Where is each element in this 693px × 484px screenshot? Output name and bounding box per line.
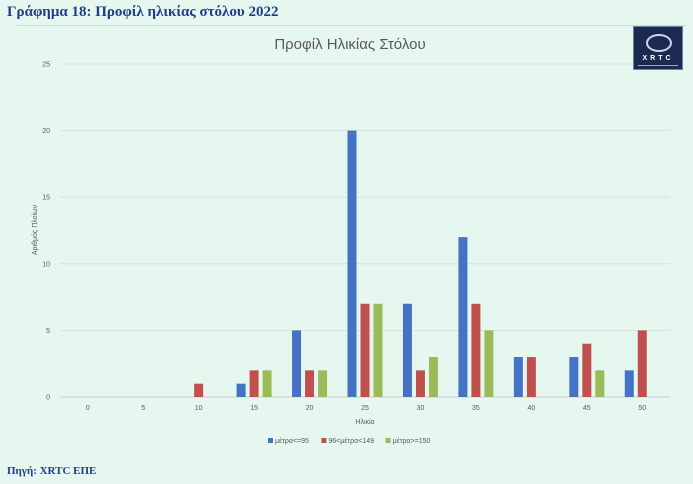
bar [292,330,302,397]
legend-swatch [385,438,391,443]
bar [236,383,246,397]
x-tick-label: 0 [86,405,90,412]
y-tick-label: 0 [46,395,50,402]
bar [249,370,259,397]
y-tick-label: 10 [42,261,50,268]
bar [624,370,634,397]
bar [484,330,494,397]
bar [471,303,481,397]
logo-text: XRTC [642,55,674,62]
legend-label: μέτρα>=150 [393,437,431,445]
x-tick-label: 5 [141,405,145,412]
legend-label: μέτρα<=95 [275,437,309,445]
x-tick-label: 15 [250,405,258,412]
y-tick-label: 5 [46,328,50,335]
x-axis-ticks: 0 5 10 15 20 25 30 35 40 45 50 [86,405,646,412]
y-tick-label: 20 [42,128,50,135]
bar [595,370,605,397]
x-tick-label: 25 [361,405,369,412]
x-tick-label: 10 [195,405,203,412]
y-axis-ticks: 0 5 10 15 20 25 [42,62,50,402]
bar [305,370,315,397]
legend-swatch [321,438,327,443]
bar [262,370,272,397]
bar [458,237,468,397]
bar [347,130,357,397]
bar [582,343,592,397]
bar [360,303,370,397]
x-tick-label: 45 [583,405,591,412]
xrtc-logo: XRTC [633,26,683,70]
bar [569,357,579,397]
logo-divider [638,65,678,66]
bar [428,357,438,397]
ship-emblem-icon [646,34,672,52]
x-tick-label: 50 [638,405,646,412]
legend: μέτρα<=95 96<μέτρα<149 μέτρα>=150 [268,437,431,445]
bar [194,383,204,397]
bar [373,303,383,397]
y-tick-label: 25 [42,62,50,69]
bar [318,370,328,397]
figure-title: Γράφημα 18: Προφίλ ηλικίας στόλου 2022 [7,4,279,20]
bar [526,357,536,397]
x-axis-label: Ηλικία [355,418,374,426]
x-tick-label: 30 [417,405,425,412]
y-axis-label: Αριθμός Πλοίων [31,204,39,255]
bar [513,357,523,397]
bar [637,330,647,397]
x-tick-label: 40 [527,405,535,412]
x-tick-label: 20 [306,405,314,412]
bars [194,130,647,397]
legend-label: 96<μέτρα<149 [328,437,374,445]
bar [415,370,425,397]
x-tick-label: 35 [472,405,480,412]
legend-swatch [268,438,273,443]
bar [402,303,412,397]
chart-title: Προφίλ Ηλικίας Στόλου [274,36,425,53]
source-note: Πηγή: XRTC ΕΠΕ [7,465,97,477]
y-tick-label: 15 [42,195,50,202]
